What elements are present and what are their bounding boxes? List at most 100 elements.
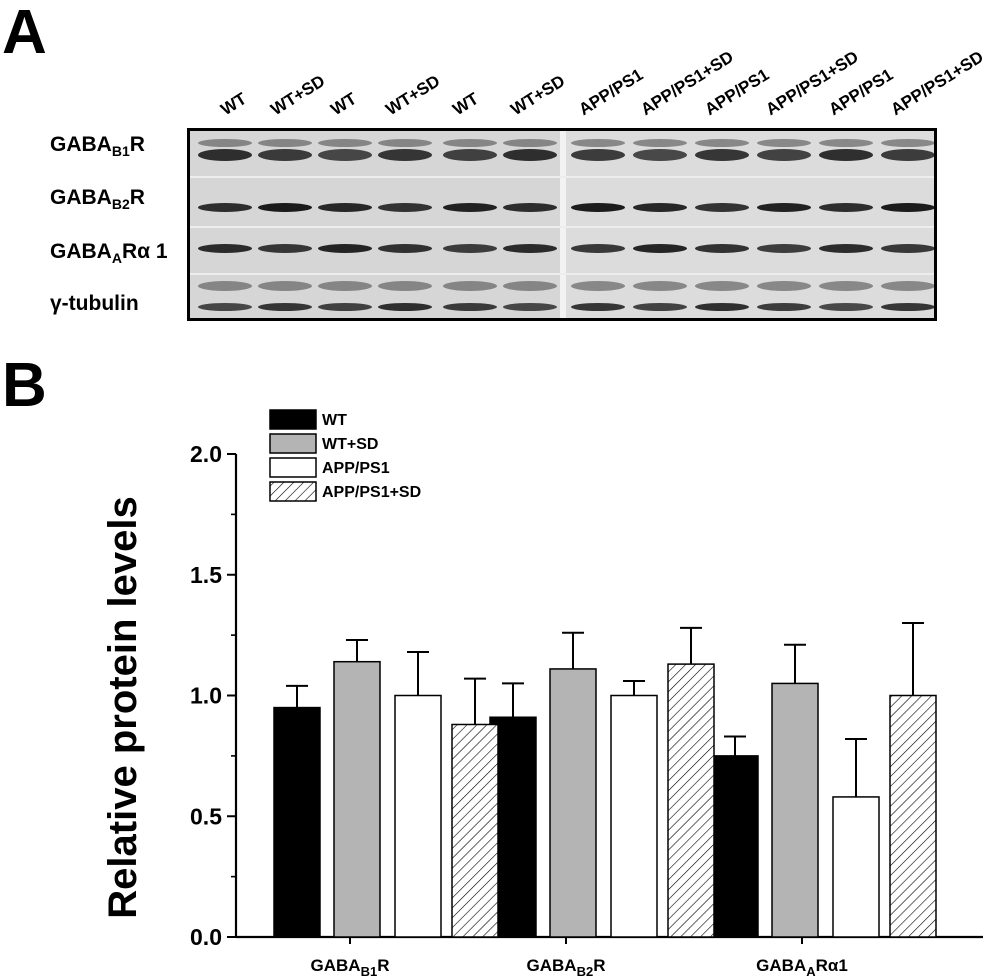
bar bbox=[549, 668, 597, 938]
lane-label: WT+SD bbox=[507, 71, 569, 120]
blot-band bbox=[881, 149, 934, 161]
blot-band bbox=[571, 303, 625, 311]
lane-label: APP/PS1 bbox=[575, 64, 647, 120]
blot-band bbox=[695, 149, 749, 161]
blot-band bbox=[378, 303, 432, 311]
blot-band bbox=[443, 203, 497, 212]
blot-band bbox=[881, 244, 934, 253]
blot-band bbox=[633, 149, 687, 161]
bar bbox=[667, 663, 715, 938]
bar bbox=[711, 755, 759, 938]
y-tick-label: 0.5 bbox=[190, 803, 222, 829]
blot-band bbox=[258, 149, 312, 161]
blot-band bbox=[503, 149, 557, 161]
blot-band bbox=[503, 203, 557, 212]
blot-band bbox=[633, 281, 687, 291]
blot-band bbox=[378, 139, 432, 147]
legend: WT WT+SD APP/PS1 APP/PS1+SD bbox=[269, 409, 421, 502]
bar bbox=[832, 796, 880, 938]
blot-band bbox=[198, 303, 252, 311]
blot-band bbox=[198, 281, 252, 291]
y-tick-label: 1.5 bbox=[190, 562, 222, 588]
blot-band bbox=[757, 281, 811, 291]
y-tick-label: 2.0 bbox=[190, 441, 222, 467]
blot-band bbox=[633, 244, 687, 253]
lane-label: WT+SD bbox=[382, 71, 444, 120]
blot-band bbox=[443, 303, 497, 311]
blot-image bbox=[187, 128, 937, 321]
blot-band bbox=[571, 149, 625, 161]
blot-band bbox=[503, 139, 557, 147]
blot-band bbox=[378, 244, 432, 253]
blot-band bbox=[443, 281, 497, 291]
blot-band bbox=[695, 303, 749, 311]
blot-band bbox=[378, 149, 432, 161]
blot-band bbox=[378, 281, 432, 291]
blot-row-label: GABAB2R bbox=[50, 186, 145, 213]
blot-band bbox=[258, 203, 312, 212]
legend-swatch bbox=[269, 409, 317, 430]
blot-band bbox=[318, 149, 372, 161]
blot-band bbox=[695, 139, 749, 147]
panel-b-letter: B bbox=[2, 351, 47, 420]
blot-band bbox=[198, 244, 252, 253]
blot-bands bbox=[190, 131, 934, 318]
blot-band bbox=[695, 281, 749, 291]
legend-label: WT+SD bbox=[322, 436, 378, 453]
blot-band bbox=[633, 303, 687, 311]
blot-band bbox=[881, 281, 934, 291]
blot-band bbox=[443, 244, 497, 253]
category-label: GABAB2R bbox=[527, 956, 606, 979]
blot-band bbox=[819, 303, 873, 311]
y-tick-label: 0.0 bbox=[190, 924, 222, 950]
blot-band bbox=[757, 149, 811, 161]
blot-band bbox=[198, 139, 252, 147]
blot-band bbox=[258, 281, 312, 291]
blot-band bbox=[378, 203, 432, 212]
blot-band bbox=[819, 281, 873, 291]
blot-band bbox=[258, 244, 312, 253]
lane-label: WT bbox=[327, 89, 360, 120]
blot-band bbox=[258, 303, 312, 311]
blot-band bbox=[318, 139, 372, 147]
lane-label: WT bbox=[449, 89, 482, 120]
y-axis-label: Relative protein levels bbox=[101, 496, 145, 918]
blot-row-label: GABAARα 1 bbox=[50, 240, 168, 267]
blot-band bbox=[819, 139, 873, 147]
blot-band bbox=[503, 303, 557, 311]
blot-band bbox=[571, 203, 625, 212]
blot-band bbox=[819, 244, 873, 253]
bar bbox=[889, 694, 937, 938]
blot-band bbox=[318, 244, 372, 253]
blot-band bbox=[258, 139, 312, 147]
blot-band bbox=[571, 139, 625, 147]
bar bbox=[610, 694, 658, 938]
blot-band bbox=[819, 203, 873, 212]
blot-band bbox=[757, 303, 811, 311]
lane-label: WT bbox=[217, 89, 250, 120]
blot-band bbox=[695, 244, 749, 253]
blot-band bbox=[318, 281, 372, 291]
lane-label: WT+SD bbox=[267, 71, 329, 120]
panel-a-letter: A bbox=[2, 0, 47, 67]
blot-band bbox=[198, 149, 252, 161]
blot-band bbox=[757, 203, 811, 212]
legend-swatch bbox=[269, 457, 317, 478]
blot-band bbox=[757, 139, 811, 147]
category-label: GABAARα1 bbox=[756, 956, 848, 979]
blot-band bbox=[318, 303, 372, 311]
blot-band bbox=[443, 149, 497, 161]
lane-label: APP/PS1+SD bbox=[887, 47, 987, 120]
blot-band bbox=[757, 244, 811, 253]
blot-band bbox=[443, 139, 497, 147]
blot-band bbox=[633, 203, 687, 212]
bar-chart: 0.0 0.5 1.0 1.5 2.0 Relative protein levels GA… bbox=[101, 409, 983, 979]
blot-band bbox=[881, 303, 934, 311]
blot-band bbox=[571, 281, 625, 291]
y-tick-label: 1.0 bbox=[190, 683, 222, 709]
legend-label: APP/PS1 bbox=[322, 460, 390, 477]
bar bbox=[771, 682, 819, 938]
blot-row-label: γ-tubulin bbox=[50, 292, 139, 315]
western-blot-panel: WT WT+SD WT WT+SD WT WT+SD APP/PS1 APP/PS1+SD AP… bbox=[0, 0, 994, 340]
blot-band bbox=[695, 203, 749, 212]
